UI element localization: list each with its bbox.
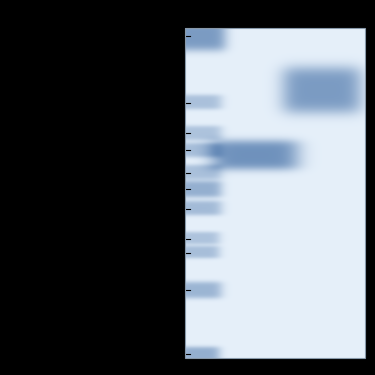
- Text: 36: 36: [160, 184, 172, 194]
- Bar: [185, 28, 365, 358]
- Text: NR: NR: [315, 16, 334, 29]
- Text: 55: 55: [160, 146, 172, 154]
- Text: 66: 66: [160, 129, 172, 138]
- Text: 43: 43: [160, 168, 172, 177]
- Text: 92: 92: [160, 98, 172, 107]
- Bar: [185, 28, 365, 358]
- Text: 18: 18: [160, 248, 172, 257]
- Text: 12: 12: [160, 286, 172, 295]
- Text: kDa: kDa: [105, 18, 131, 31]
- Text: R: R: [251, 16, 260, 29]
- Text: 29: 29: [160, 204, 172, 213]
- Text: 6: 6: [166, 350, 172, 358]
- Text: 21: 21: [160, 234, 172, 243]
- Text: 190: 190: [155, 32, 172, 40]
